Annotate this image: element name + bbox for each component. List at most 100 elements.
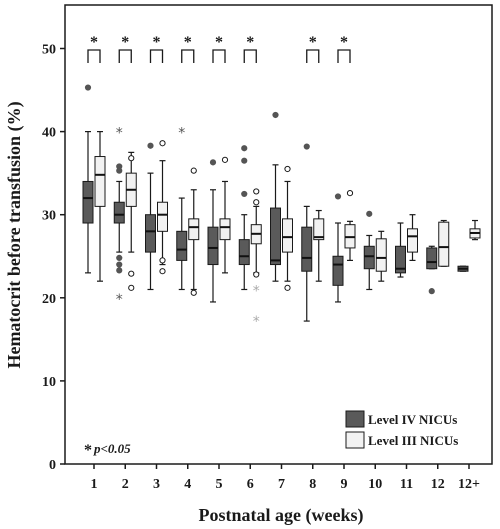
- box-iqr: [438, 221, 450, 267]
- box-level-iv-12: [426, 245, 438, 295]
- box-level-iv-6: [238, 145, 250, 291]
- bracket-line: [87, 49, 101, 63]
- footnote-p-value: p<0.05: [93, 441, 131, 456]
- box-level-iii-12+: [469, 219, 481, 241]
- box-level-iv-12+: [457, 265, 469, 272]
- y-tick-label-30: 30: [42, 209, 56, 224]
- x-tick-label-10: 10: [368, 477, 382, 492]
- x-tick-label-6: 6: [247, 477, 254, 492]
- significance-brackets: * * * * * * * *: [87, 34, 351, 63]
- outlier-point: [159, 268, 166, 275]
- outlier-point: [284, 284, 291, 291]
- y-tick-label-50: 50: [42, 43, 56, 58]
- significance-bracket-9: *: [337, 34, 351, 63]
- box-level-iv-10: [363, 210, 375, 291]
- box-level-iii-7: [282, 165, 293, 291]
- bracket-line: [212, 49, 226, 63]
- box-level-iii-3: [157, 140, 168, 275]
- box-level-iv-11: [395, 222, 406, 278]
- outlier-point: [303, 143, 310, 150]
- outlier-point: [428, 288, 435, 295]
- y-tick-label-40: 40: [42, 126, 56, 141]
- outlier-point: [84, 84, 92, 91]
- box-level-iv-3: [145, 142, 156, 291]
- box-iqr: [207, 226, 219, 266]
- box-iqr: [301, 226, 313, 272]
- significance-bracket-3: *: [149, 34, 164, 63]
- outlier-point: [159, 257, 166, 264]
- x-tick-label-2: 2: [122, 477, 129, 492]
- x-tick-label-9: 9: [341, 477, 348, 492]
- box-iqr: [219, 218, 231, 241]
- box-level-iii-5: [219, 156, 231, 274]
- box-level-iv-4: *: [176, 126, 188, 291]
- outlier-point: [253, 199, 260, 206]
- significance-star: *: [246, 34, 254, 51]
- y-tick-label-10: 10: [42, 375, 56, 390]
- box-level-iii-2: [125, 151, 137, 291]
- outlier-point: [241, 190, 248, 198]
- y-tick-label-20: 20: [42, 292, 56, 307]
- significance-star: *: [215, 34, 223, 51]
- significance-bracket-4: *: [181, 34, 195, 63]
- bracket-line: [243, 49, 257, 63]
- extreme-point: *: [178, 126, 185, 142]
- box-iqr: [270, 207, 281, 266]
- significance-star: *: [184, 34, 192, 51]
- box-iqr: [375, 238, 387, 272]
- y-axis: 0 10 20 30 40 50: [42, 43, 65, 473]
- x-tick-label-1: 1: [91, 477, 98, 492]
- box-series: *****: [82, 84, 481, 330]
- outlier-point: [128, 155, 135, 162]
- box-level-iv-2: **: [113, 126, 125, 308]
- box-iqr: [157, 201, 168, 232]
- outlier-point: [366, 210, 373, 217]
- box-level-iv-7: [270, 111, 281, 282]
- box-iqr: [407, 228, 418, 253]
- y-axis-label: Hematocrit before transfusion (%): [4, 101, 25, 368]
- legend: Level IV NICUs Level III NICUs: [345, 410, 458, 449]
- outlier-point: [221, 156, 229, 163]
- legend-swatch-level-iv: [345, 410, 365, 428]
- x-tick-label-11: 11: [400, 477, 413, 492]
- outlier-point: [334, 193, 342, 200]
- box-level-iii-4: [188, 167, 200, 296]
- outlier-point: [116, 254, 123, 262]
- bracket-line: [306, 49, 320, 63]
- box-level-iii-11: [407, 214, 418, 262]
- extreme-point: *: [116, 126, 123, 142]
- outlier-point: [159, 140, 166, 147]
- outlier-point: [116, 167, 123, 174]
- box-level-iv-1: [82, 84, 94, 274]
- x-tick-label-7: 7: [278, 477, 285, 492]
- box-iqr: [332, 255, 344, 286]
- box-level-iii-8: [313, 209, 325, 282]
- significance-star: *: [90, 34, 98, 51]
- outlier-point: [190, 167, 197, 174]
- outlier-point: [346, 189, 354, 197]
- plot-frame: [64, 4, 493, 465]
- box-iqr: [363, 245, 375, 270]
- box-iqr: [113, 201, 125, 224]
- significance-star: *: [309, 34, 317, 51]
- outlier-point: [190, 289, 197, 296]
- significance-bracket-6: *: [243, 34, 257, 63]
- outlier-point: [253, 188, 260, 195]
- y-tick-label-0: 0: [49, 458, 56, 473]
- box-level-iii-12: [438, 219, 450, 267]
- significance-star: *: [340, 34, 348, 51]
- extreme-point: *: [116, 292, 123, 308]
- significance-star: *: [121, 34, 129, 51]
- significance-star: *: [153, 34, 161, 51]
- box-iqr: [145, 214, 156, 253]
- x-tick-label-8: 8: [309, 477, 316, 492]
- outlier-point: [241, 157, 248, 164]
- box-level-iii-6: **: [250, 188, 262, 330]
- legend-label-level-iii: Level III NICUs: [368, 433, 458, 448]
- outlier-point: [284, 165, 291, 173]
- significance-bracket-2: *: [118, 34, 132, 63]
- box-iqr: [395, 245, 406, 274]
- significance-bracket-5: *: [212, 34, 226, 63]
- outlier-point: [272, 111, 279, 119]
